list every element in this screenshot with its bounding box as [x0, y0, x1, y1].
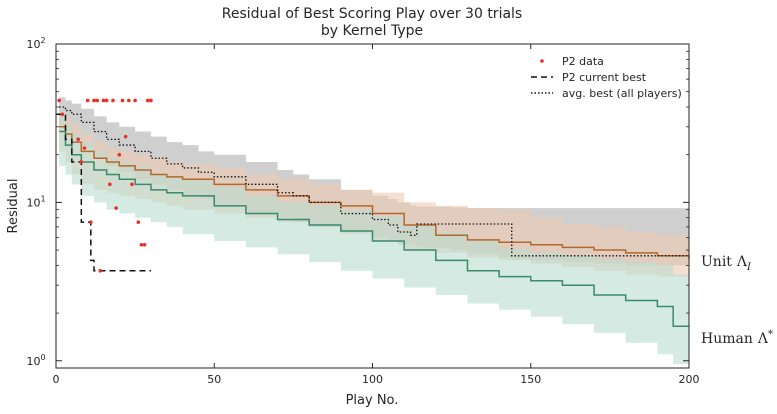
x-tick-label: 150	[520, 373, 541, 386]
y-tick-label: 100	[26, 353, 45, 368]
legend-label-p2-data: P2 data	[562, 55, 604, 68]
legend: P2 data P2 current best avg. best (all p…	[531, 55, 682, 100]
chart-title-line2: by Kernel Type	[321, 23, 423, 39]
x-axis-label: Play No.	[346, 393, 399, 408]
p2-data-point	[114, 206, 118, 210]
p2-data-points	[57, 98, 153, 273]
confidence-bands	[59, 97, 690, 365]
p2-data-point	[117, 152, 122, 157]
p2-data-point	[60, 112, 65, 117]
x-tick-label: 50	[207, 373, 221, 386]
side-label-unit: Unit ΛI	[701, 254, 752, 273]
p2-data-point	[123, 134, 128, 139]
p2-data-point	[76, 137, 80, 142]
p2-data-point	[108, 182, 112, 187]
line-p2-current-best	[56, 113, 151, 272]
p2-data-point	[95, 98, 99, 103]
line-human	[59, 130, 689, 328]
p2-data-point	[126, 98, 131, 103]
p2-data-point	[139, 242, 144, 247]
legend-label-p2-current-best: P2 current best	[562, 71, 647, 84]
p2-data-point	[85, 98, 90, 103]
p2-data-point	[101, 98, 106, 103]
line-unit	[59, 126, 690, 259]
p2-data-point	[89, 220, 93, 224]
y-axis-label: Residual	[6, 179, 21, 234]
p2-data-point	[136, 220, 141, 224]
y-tick-label: 102	[26, 36, 45, 51]
p2-data-point	[142, 242, 147, 247]
legend-label-avg-best: avg. best (all players)	[562, 87, 682, 100]
band-human	[59, 114, 690, 365]
p2-data-point	[98, 268, 103, 273]
series-lines	[56, 106, 690, 328]
p2-data-point	[149, 98, 153, 103]
p2-data-point	[145, 98, 150, 103]
band-unit	[59, 114, 690, 277]
y-ticks: 100 101 102	[26, 36, 689, 368]
chart-title-line1: Residual of Best Scoring Play over 30 tr…	[222, 6, 522, 22]
p2-data-point	[82, 146, 87, 150]
p2-data-point	[79, 160, 84, 164]
p2-data-point	[130, 182, 134, 187]
p2-data-point	[104, 98, 109, 103]
x-tick-label: 0	[53, 373, 60, 386]
side-label-human: Human Λ*	[701, 329, 773, 347]
p2-data-point	[92, 98, 96, 103]
p2-data-point	[57, 98, 61, 103]
x-tick-label: 100	[362, 373, 383, 386]
y-tick-label: 101	[26, 194, 45, 209]
p2-data-point	[133, 98, 137, 103]
x-ticks: 0 50 100 150 200	[53, 44, 700, 386]
legend-marker-p2-data	[540, 59, 544, 63]
p2-data-point	[111, 98, 115, 103]
x-tick-label: 200	[679, 373, 700, 386]
p2-data-point	[120, 98, 125, 103]
